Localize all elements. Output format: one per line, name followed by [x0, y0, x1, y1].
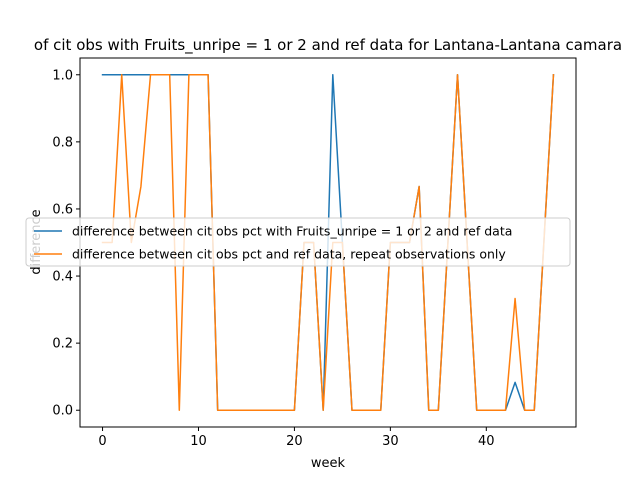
x-tick-label: 10 [190, 434, 207, 449]
y-tick-label: 0.0 [52, 404, 73, 419]
x-axis-ticks: 0 10 20 30 40 [98, 427, 495, 449]
legend-box [25, 217, 571, 267]
legend-label-series-0: difference between cit obs pct with Frui… [72, 224, 512, 239]
series-line-1 [101, 73, 555, 411]
x-axis-label: week [311, 456, 346, 471]
y-tick-label: 0.8 [52, 135, 73, 150]
y-tick-label: 0.2 [52, 337, 73, 352]
y-tick-label: 1.0 [52, 68, 73, 83]
legend-label-series-1: difference between cit obs pct and ref d… [72, 247, 506, 262]
x-tick-label: 40 [478, 434, 495, 449]
y-tick-label: 0.6 [52, 202, 73, 217]
y-tick-label: 0.4 [52, 270, 73, 285]
x-tick-label: 20 [286, 434, 303, 449]
x-tick-label: 0 [98, 434, 106, 449]
y-axis-ticks: 0.0 0.2 0.4 0.6 0.8 1.0 [52, 68, 80, 419]
chart-title: of cit obs with Fruits_unripe = 1 or 2 a… [34, 36, 622, 55]
legend: difference between cit obs pct with Frui… [25, 217, 571, 267]
x-tick-label: 30 [382, 434, 399, 449]
